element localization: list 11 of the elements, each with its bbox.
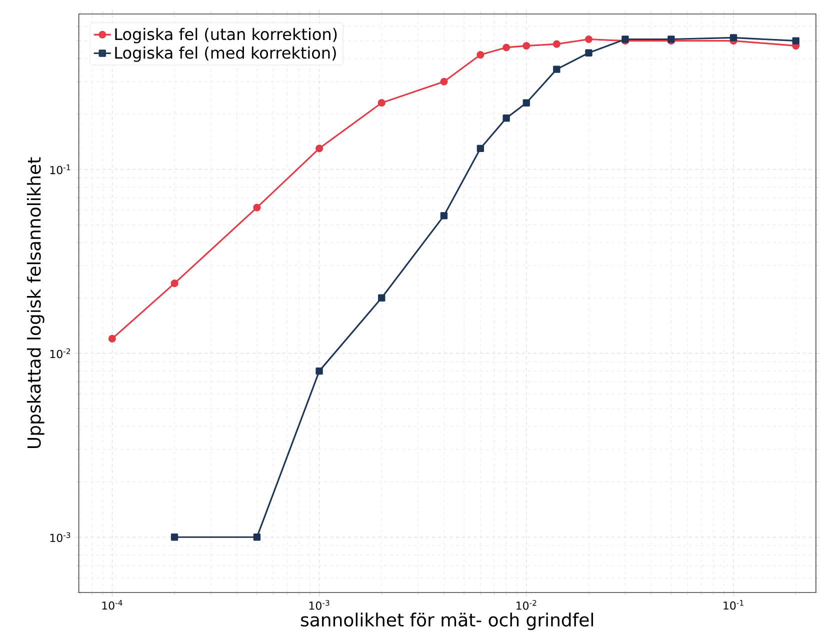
x-axis-title: sannolikhet för mät- och grindfel — [301, 612, 593, 630]
legend-label: Logiska fel (utan korrektion) — [115, 28, 337, 44]
x-tick-label: 10$^{-3}$ — [309, 600, 330, 610]
y-tick-label: 10$^{-3}$ — [50, 532, 70, 542]
y-axis-title: Uppskattad logisk felsannolikhet — [26, 157, 44, 448]
legend-label: Logiska fel (med korrektion) — [115, 46, 336, 62]
x-tick-label: 10$^{-2}$ — [516, 600, 536, 610]
x-tick-label: 10$^{-4}$ — [102, 600, 122, 610]
x-tick-label: 10$^{-1}$ — [724, 600, 744, 610]
y-tick-label: 10$^{-2}$ — [50, 348, 70, 358]
y-tick-label: 10$^{-1}$ — [50, 164, 70, 174]
